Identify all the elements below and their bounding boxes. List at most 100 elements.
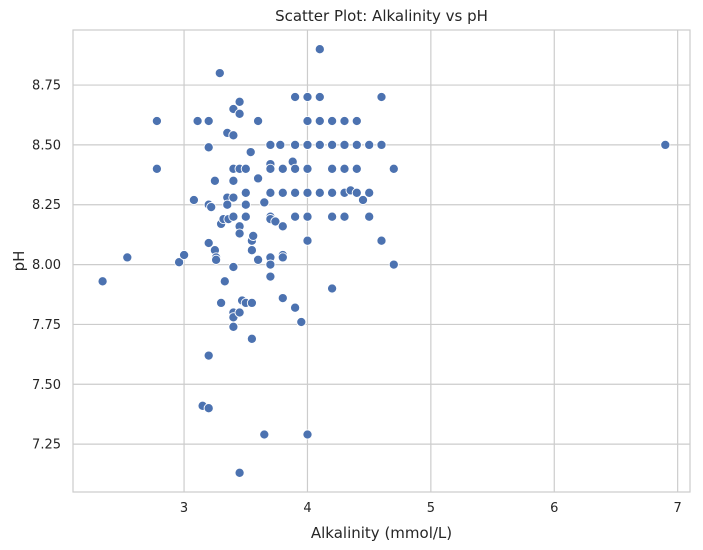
data-point	[302, 139, 313, 150]
data-point	[277, 163, 288, 174]
data-point	[290, 302, 301, 313]
data-point	[192, 115, 203, 127]
data-point	[222, 199, 233, 210]
data-point	[314, 115, 325, 127]
data-point	[246, 245, 257, 256]
data-point	[302, 91, 313, 103]
y-tick-label: 8.50	[32, 138, 61, 153]
data-point	[234, 228, 245, 239]
data-point	[364, 211, 375, 222]
data-point	[265, 187, 276, 198]
data-point	[122, 252, 133, 263]
data-point	[388, 163, 399, 174]
data-point	[314, 187, 325, 198]
data-point	[265, 259, 276, 270]
data-point	[302, 429, 313, 440]
y-gridlines	[73, 84, 690, 445]
y-tick-label: 8.25	[32, 198, 61, 213]
data-point	[351, 163, 362, 174]
data-point	[265, 271, 276, 282]
data-point	[339, 139, 350, 150]
data-point	[327, 211, 338, 222]
data-point	[327, 283, 338, 294]
data-point	[327, 139, 338, 150]
x-tick-label: 4	[303, 501, 311, 516]
data-points	[97, 44, 671, 478]
data-point	[228, 175, 239, 186]
data-point	[174, 257, 185, 268]
data-point	[339, 211, 350, 222]
data-point	[259, 429, 270, 440]
data-point	[277, 293, 288, 304]
data-point	[302, 211, 313, 222]
data-point	[234, 96, 245, 107]
y-tick-labels: 7.25 7.50 7.75 8.00 8.25 8.50 8.75	[32, 79, 61, 453]
data-point	[203, 403, 214, 414]
data-point	[97, 276, 108, 287]
data-point	[248, 230, 259, 241]
data-point	[259, 197, 270, 208]
data-point	[211, 254, 222, 265]
chart-title: Scatter Plot: Alkalinity vs pH	[275, 7, 488, 25]
data-point	[214, 68, 225, 79]
data-point	[240, 199, 251, 210]
x-tick-label: 5	[427, 501, 435, 516]
data-point	[327, 115, 338, 127]
x-gridlines	[183, 30, 679, 492]
data-point	[364, 187, 375, 198]
data-point	[253, 115, 264, 127]
data-point	[290, 163, 301, 174]
data-point	[265, 139, 276, 150]
data-point	[277, 252, 288, 263]
data-point	[234, 467, 245, 478]
data-point	[253, 254, 264, 265]
data-point	[351, 115, 362, 127]
data-point	[277, 187, 288, 198]
data-point	[296, 316, 307, 328]
y-tick-label: 8.75	[32, 79, 61, 94]
data-point	[351, 139, 362, 150]
data-point	[290, 187, 301, 198]
data-point	[203, 237, 214, 249]
data-point	[240, 187, 251, 198]
data-point	[203, 115, 214, 127]
x-tick-label: 6	[550, 501, 558, 516]
data-point	[203, 142, 214, 153]
data-point	[376, 235, 387, 246]
data-point	[302, 115, 313, 127]
data-point	[376, 139, 387, 150]
data-point	[364, 139, 375, 150]
y-tick-label: 7.75	[32, 318, 61, 333]
data-point	[275, 139, 286, 150]
data-point	[302, 163, 313, 174]
y-tick-label: 7.25	[32, 438, 61, 453]
data-point	[203, 350, 214, 361]
data-point	[151, 163, 162, 174]
data-point	[327, 163, 338, 174]
data-point	[151, 115, 162, 127]
data-point	[179, 249, 190, 261]
data-point	[240, 211, 251, 222]
data-point	[388, 259, 399, 270]
data-point	[246, 333, 257, 344]
data-point	[290, 211, 301, 222]
data-point	[245, 147, 256, 158]
data-point	[290, 139, 301, 150]
data-point	[234, 108, 245, 119]
data-point	[228, 261, 239, 273]
data-point	[660, 139, 671, 150]
data-point	[228, 321, 239, 332]
data-point	[206, 202, 217, 213]
data-point	[270, 216, 281, 227]
data-point	[228, 192, 239, 203]
y-tick-label: 8.00	[32, 258, 61, 273]
x-tick-label: 3	[180, 501, 188, 516]
data-point	[339, 115, 350, 127]
data-point	[234, 307, 245, 318]
plot-frame	[72, 29, 691, 493]
data-point	[290, 91, 301, 103]
data-point	[327, 187, 338, 198]
x-axis-label: Alkalinity (mmol/L)	[311, 524, 452, 542]
data-point	[228, 211, 239, 222]
